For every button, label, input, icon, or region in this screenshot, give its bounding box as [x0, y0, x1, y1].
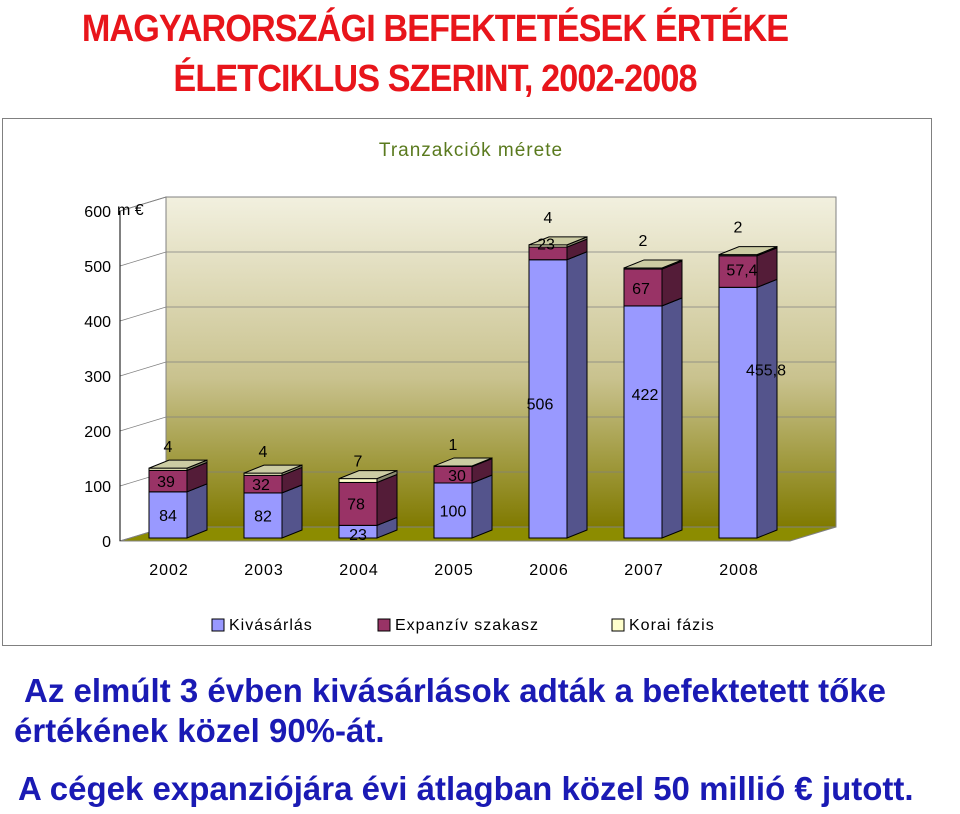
bar-top [718, 246, 778, 256]
data-label-expanziv: 32 [252, 477, 270, 494]
chart-frame: Tranzakciók mérete 0 100 200 300 400 500 600 m €… [2, 118, 932, 646]
bar-expanziv-front [623, 268, 663, 307]
legend-swatch [611, 618, 625, 632]
data-label-korai: 4 [164, 439, 173, 456]
data-label-korai: 4 [259, 444, 268, 461]
y-tick-label: 200 [84, 424, 111, 441]
summary-line-3: A cégek expanziójára évi átlagban közel … [18, 770, 914, 807]
bar-side [471, 474, 493, 539]
y-tick-label: 0 [102, 534, 111, 551]
bar-kivasarlas-front [528, 259, 568, 539]
y-tick-label: 400 [84, 314, 111, 331]
bar-top [148, 459, 208, 469]
x-tick-label: 2003 [244, 562, 284, 579]
y-tick-label: 300 [84, 369, 111, 386]
stacked-bar-chart: Tranzakciók mérete 0 100 200 300 400 500 600 m €… [84, 140, 837, 634]
y-tick-label: 500 [84, 259, 111, 276]
chart-title: Tranzakciók mérete [379, 140, 563, 161]
bar-top [433, 457, 493, 467]
data-label-expanziv: 30 [448, 468, 466, 485]
x-tick-label: 2005 [434, 562, 474, 579]
bar-kivasarlas-front [623, 305, 663, 539]
legend-label: Expanzív szakasz [395, 617, 539, 634]
bar-expanziv-front [718, 255, 758, 288]
bar-kivasarlas-front [718, 286, 758, 539]
data-label-expanziv: 23 [537, 237, 555, 254]
unit-label: m € [117, 202, 144, 219]
bar-top [243, 464, 303, 474]
bar-korai-front [338, 478, 378, 483]
bar-side [756, 278, 778, 539]
legend-swatch [377, 618, 391, 632]
y-tick-label: 600 [84, 204, 111, 221]
legend-swatch [211, 618, 225, 632]
x-tick-label: 2002 [149, 562, 189, 579]
data-label-korai: 1 [449, 437, 458, 454]
data-label-kivasarlas: 23 [349, 527, 367, 544]
bar-side [566, 250, 588, 539]
bar-top [623, 259, 683, 269]
data-label-korai: 7 [354, 454, 363, 471]
summary-line-2: értékének közel 90%-át. [14, 712, 385, 749]
gridline [119, 196, 836, 212]
bar-side [281, 484, 303, 539]
data-label-expanziv: 67 [632, 281, 650, 298]
data-label-korai: 2 [734, 220, 743, 237]
bar-expanziv-front [338, 481, 378, 526]
data-label-kivasarlas: 100 [440, 504, 467, 521]
data-label-kivasarlas: 455,8 [746, 362, 786, 379]
data-label-kivasarlas: 84 [159, 508, 177, 525]
gridline [119, 306, 836, 322]
data-label-korai: 2 [639, 233, 648, 250]
data-label-expanziv: 39 [157, 474, 175, 491]
bar-side [186, 483, 208, 539]
legend-label: Korai fázis [629, 617, 715, 634]
legend-label: Kivásárlás [229, 617, 313, 634]
gridline [119, 416, 836, 432]
data-label-kivasarlas: 506 [527, 397, 554, 414]
bar-side [376, 473, 398, 527]
slide-title-line1: MAGYARORSZÁGI BEFEKTETÉSEK ÉRTÉKE [81, 8, 789, 50]
gridline [119, 251, 836, 267]
slide-title-line2: ÉLETCIKLUS SZERINT, 2002-2008 [173, 58, 697, 100]
data-label-korai: 4 [544, 210, 553, 227]
bar-side [661, 297, 683, 539]
summary-line-1: Az elmúlt 3 évben kivásárlások adták a b… [24, 672, 887, 709]
y-tick-label: 100 [84, 479, 111, 496]
data-label-kivasarlas: 82 [254, 508, 272, 525]
data-label-expanziv: 57,4 [726, 262, 757, 279]
gridline [119, 361, 836, 377]
data-label-kivasarlas: 422 [632, 387, 659, 404]
x-tick-label: 2007 [624, 562, 664, 579]
x-tick-label: 2008 [719, 562, 759, 579]
x-tick-label: 2004 [339, 562, 379, 579]
data-label-expanziv: 78 [347, 496, 365, 513]
bar-top [528, 236, 588, 246]
x-tick-label: 2006 [529, 562, 569, 579]
bar-kivasarlas-front [433, 482, 473, 539]
bar-top [338, 470, 398, 480]
